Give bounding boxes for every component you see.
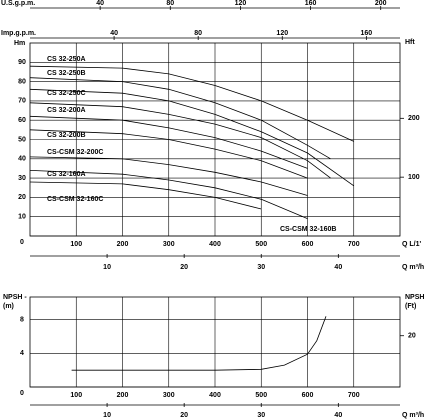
x-tick-label: 300 [163,392,175,399]
tick-label: 40 [334,264,342,271]
curve [29,129,308,179]
series-label: CS 32-250C [47,90,86,97]
tick-label: 120 [235,0,247,7]
y-tick-label: 50 [18,136,26,143]
y2-axis-label: Hft [405,39,415,46]
tick-label: 10 [103,412,111,419]
x-tick-label: 700 [348,241,360,248]
tick-label: 40 [334,412,342,419]
curve [29,88,355,187]
y-tick-label: 90 [18,59,26,66]
series-label: CS 32-200B [47,132,86,139]
y2-axis-label: (Ft) [405,303,416,310]
curve [29,65,354,142]
x-tick-label: 100 [70,241,82,248]
y-tick-label: 60 [18,117,26,124]
tick-label: 30 [257,412,265,419]
tick-label: 40 [96,0,104,7]
y-tick-label: 10 [18,214,26,221]
y-tick-label: 40 [18,156,26,163]
x-tick-label: 100 [70,392,82,399]
x-tick-label: 400 [209,392,221,399]
x-tick-label: 300 [163,241,175,248]
y-tick-label: 80 [18,78,26,85]
series-label: CS-CSM 32-200C [47,149,103,156]
curve [29,181,262,210]
curve [71,316,327,371]
tick-label: 30 [257,264,265,271]
y2-axis-label: NPSH [405,294,424,301]
tick-label: 160 [305,0,317,7]
x-tick-label: 400 [209,241,221,248]
x-tick-label: 700 [348,392,360,399]
curve [29,115,308,169]
y-tick-label: 0 [20,390,24,397]
y-tick-label: 4 [20,350,24,357]
axis-label: Q m³/h [402,264,424,271]
tick-label: 120 [276,30,288,37]
x-axis-label: Q L/1' [402,241,422,248]
x-tick-label: 600 [302,392,314,399]
series-label: CS-CSM 32-160C [47,196,103,203]
tick-label: 80 [194,30,202,37]
y-tick-label: 70 [18,98,26,105]
tick-label: 80 [166,0,174,7]
tick-label: 200 [375,0,387,7]
curve [29,77,331,160]
x-tick-label: 500 [255,241,267,248]
x-tick-label: 500 [255,392,267,399]
tick-label: 160 [361,30,373,37]
curve [29,156,308,196]
axis-label: U.S.g.p.m. [1,0,35,7]
x-tick-label: 200 [117,392,129,399]
curve [29,102,331,179]
series-label: CS 32-250A [47,56,86,63]
tick-label: 10 [103,264,111,271]
series-label: CS 32-200A [47,107,86,114]
x-tick-label: 600 [302,241,314,248]
y-axis-label: NPSH - [3,294,27,301]
axis-label: Imp.g.p.m. [1,30,36,37]
series-label: CS-CSM 32-160B [280,226,336,233]
x-tick-label: 200 [117,241,129,248]
series-label: CS 32-250B [47,70,86,77]
y2-tick-label: 20 [408,333,416,340]
tick-label: 20 [180,264,188,271]
y-tick-label: 30 [18,175,26,182]
y-tick-label: 0 [20,239,24,246]
curve [29,170,308,219]
series-label: CS 32-160A [47,171,86,178]
tick-label: 40 [110,30,118,37]
y-tick-label: 20 [18,194,26,201]
y-axis-label: (m) [3,303,14,310]
y-tick-label: 8 [20,317,24,324]
axis-label: Q m³/h [402,412,424,419]
y2-tick-label: 200 [408,115,420,122]
y2-tick-label: 100 [408,174,420,181]
y-axis-label: Hm [14,40,25,47]
tick-label: 20 [180,412,188,419]
